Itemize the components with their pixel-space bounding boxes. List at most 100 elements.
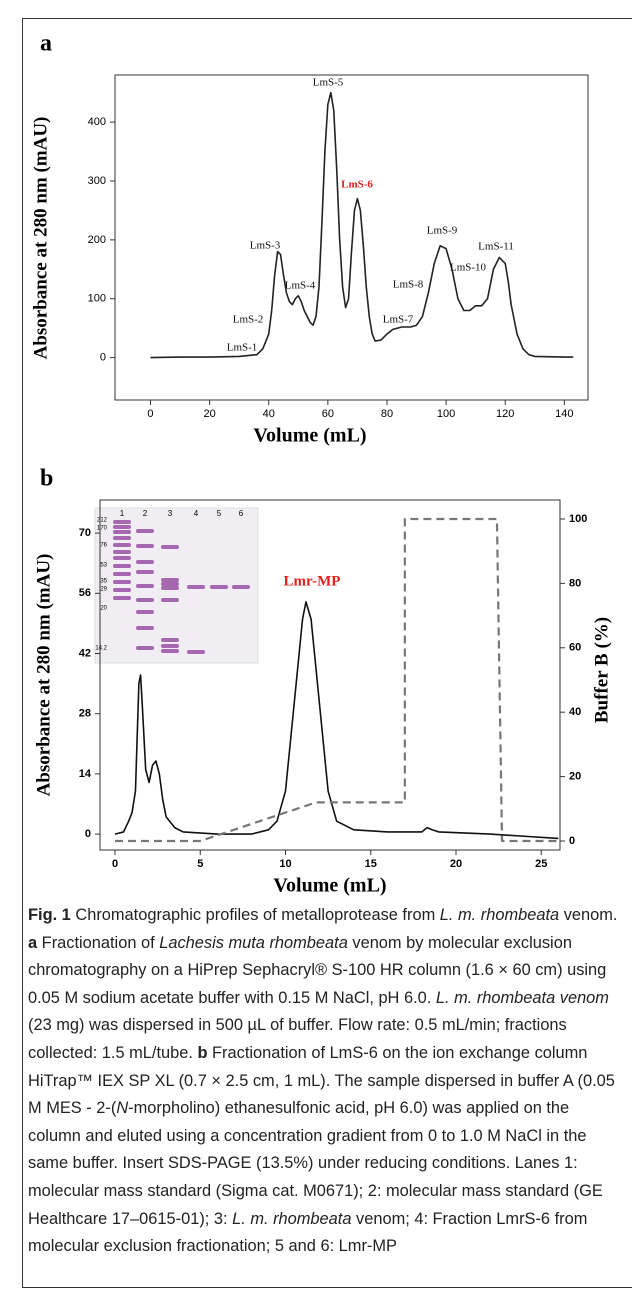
y-tick-label: 300 (88, 175, 106, 187)
y2-tick-label: 20 (569, 770, 581, 782)
data-line (150, 91, 574, 359)
data-line (115, 517, 559, 843)
gel-band (136, 646, 154, 650)
plot-frame (99, 499, 561, 851)
gel-band (161, 586, 179, 590)
caption-text: -morpholino) ethanesulfonic acid, pH 6.0… (28, 1099, 603, 1228)
y-tick-label: 42 (79, 647, 91, 659)
gel-marker-label: 35 (100, 579, 107, 585)
gel-marker-label: 212 (97, 518, 108, 524)
peak-label: LmS-6 (341, 179, 373, 191)
gel-marker-label: 76 (100, 543, 107, 549)
y2-tick-label: 40 (569, 706, 581, 718)
gel-band (113, 564, 131, 568)
gel-marker-label: 170 (97, 526, 108, 532)
figure-frame (22, 18, 632, 1288)
gel-band (136, 529, 154, 533)
caption-text: (23 mg) was dispersed in 500 µL of buffe… (28, 1016, 567, 1062)
x-axis-label: Volume (mL) (253, 425, 366, 447)
gel-band (161, 545, 179, 549)
x-tick-label: 25 (535, 858, 547, 870)
caption-bold: b (197, 1043, 208, 1062)
y2-tick-label: 80 (569, 577, 581, 589)
gel-lane-label: 4 (194, 509, 199, 518)
gel-band (232, 585, 250, 589)
y-tick-label: 400 (88, 116, 106, 128)
caption-bold: Fig. 1 (28, 906, 71, 924)
y-tick-label: 56 (79, 587, 91, 599)
gel-lane-label: 1 (120, 509, 125, 518)
y-tick-label: 14 (79, 768, 92, 780)
peak-label: LmS-3 (250, 240, 281, 252)
gel-band (161, 649, 179, 653)
gel-band (113, 536, 131, 540)
x-tick-label: 100 (437, 408, 455, 420)
gel-band (113, 580, 131, 584)
peak-label: LmS-4 (285, 280, 316, 292)
gel-band (136, 570, 154, 574)
panel-label: a (40, 31, 52, 57)
gel-band (113, 596, 131, 600)
gel-band (113, 572, 131, 576)
figure-caption: Fig. 1 Chromatographic profiles of metal… (28, 902, 624, 1261)
gel-band (161, 578, 179, 582)
caption-italic: L. m. rhombeata (232, 1209, 352, 1228)
gel-lane-label: 2 (143, 509, 148, 518)
y2-tick-label: 100 (569, 513, 587, 525)
y-axis-label: Absorbance at 280 nm (mAU) (30, 117, 51, 360)
y2-axis-label: Buffer B (%) (591, 617, 612, 723)
peak-label: LmS-11 (478, 241, 514, 253)
plot-frame (114, 74, 589, 401)
peak-label: LmS-1 (227, 342, 258, 354)
gel-band (161, 638, 179, 642)
x-tick-label: 15 (365, 858, 377, 870)
gel-band (136, 598, 154, 602)
y-tick-label: 200 (88, 234, 106, 246)
y2-tick-label: 0 (569, 835, 575, 847)
caption-italic: L. m. rhombeata venom (435, 988, 609, 1007)
x-tick-label: 20 (203, 408, 215, 420)
gel-band (136, 584, 154, 588)
x-tick-label: 0 (112, 858, 118, 870)
gel-marker-label: 20 (100, 606, 107, 612)
y-tick-label: 70 (79, 527, 91, 539)
gel-band (113, 530, 131, 534)
gel-marker-label: 14.2 (95, 646, 107, 652)
gel-band (113, 520, 131, 524)
gel-band (136, 610, 154, 614)
peak-label: LmS-5 (313, 77, 344, 89)
gel-band (113, 556, 131, 560)
x-tick-label: 60 (322, 408, 334, 420)
gel-lane-label: 6 (239, 509, 244, 518)
x-tick-label: 80 (381, 408, 393, 420)
peak-label: LmS-9 (427, 225, 458, 237)
gel-lane-label: 3 (168, 509, 173, 518)
caption-text: venom. (559, 906, 618, 924)
gel-band (187, 650, 205, 654)
y-axis-label: Absorbance at 280 nm (mAU) (33, 554, 54, 797)
peak-label: LmS-10 (450, 262, 487, 274)
caption-italic: L. m. rhombeata (439, 906, 560, 924)
caption-text: Chromatographic profiles of metalloprote… (70, 906, 440, 924)
gel-band (210, 585, 228, 589)
x-tick-label: 40 (263, 408, 275, 420)
y-tick-label: 0 (85, 828, 91, 840)
x-tick-label: 120 (496, 408, 514, 420)
caption-text: Fractionation of (37, 933, 160, 952)
caption-text: Fractionation of LmS-6 on the ion exchan… (28, 1043, 615, 1118)
panel-label: b (40, 466, 53, 492)
gel-band (161, 582, 179, 586)
gel-band (113, 550, 131, 554)
y-tick-label: 0 (100, 352, 106, 364)
caption-text: venom; 4: Fraction LmrS-6 from molecular… (28, 1209, 588, 1256)
peak-label: Lmr-MP (284, 573, 341, 589)
x-tick-label: 20 (450, 858, 462, 870)
data-line (114, 601, 559, 840)
peak-label: LmS-8 (393, 279, 424, 291)
y-tick-label: 28 (79, 708, 91, 720)
caption-bold: a (28, 933, 38, 952)
x-tick-label: 140 (555, 408, 573, 420)
peak-label: LmS-7 (383, 314, 414, 326)
